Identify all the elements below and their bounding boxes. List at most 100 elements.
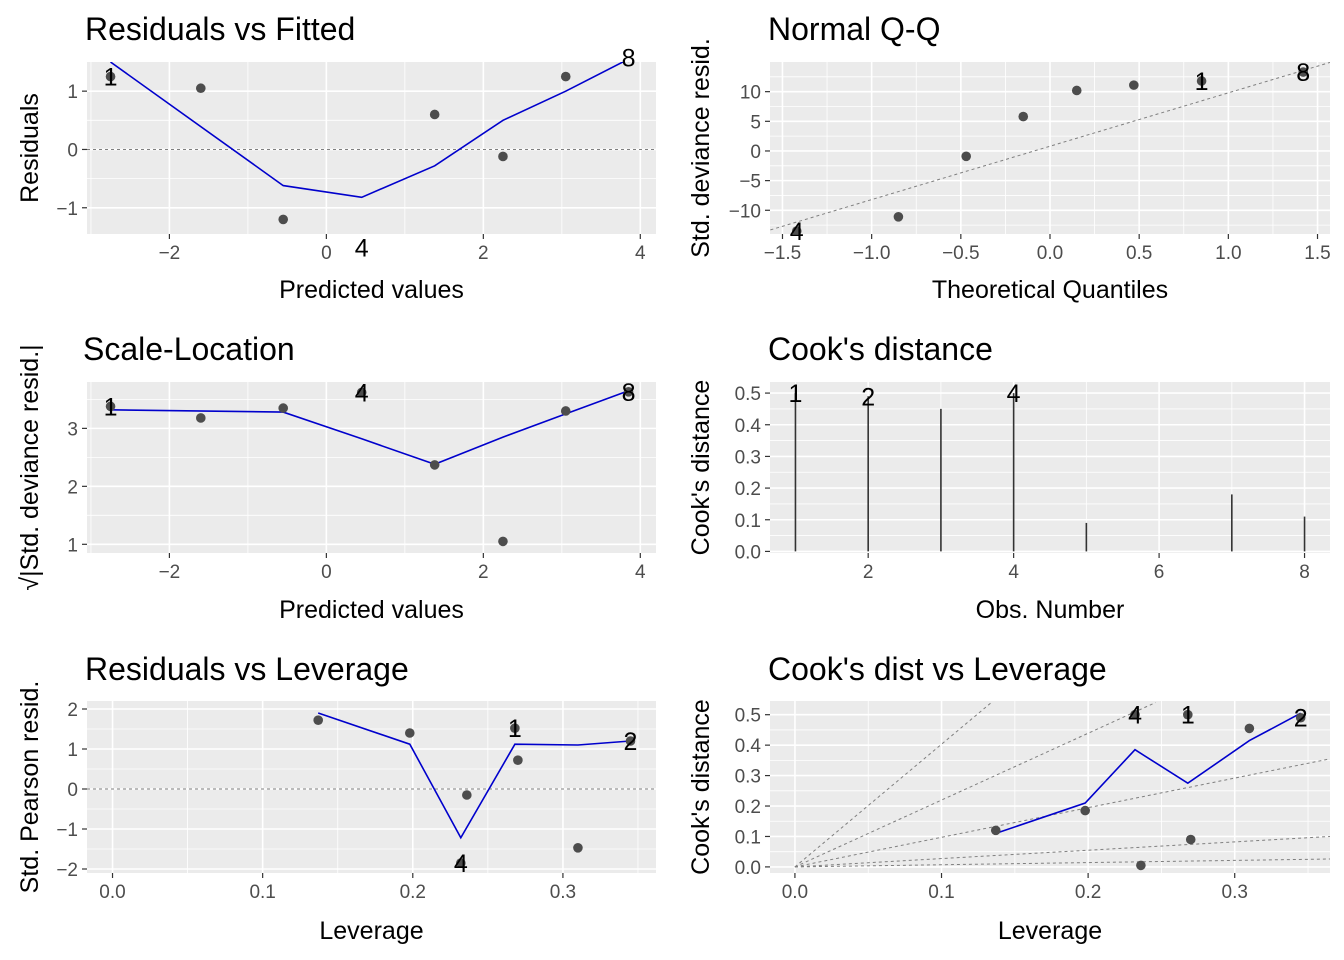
point-label: 1 xyxy=(789,380,803,408)
data-point xyxy=(961,151,971,162)
y-tick-label: 0.0 xyxy=(735,542,761,563)
y-tick-label: −1 xyxy=(56,199,78,220)
chart-title: Cook's dist vs Leverage xyxy=(768,651,1107,687)
data-point xyxy=(513,755,523,765)
panel-p3: 1 4 8 −2 0 2 4 1 2 3 Scale-Location Predicted value… xyxy=(16,331,656,624)
x-tick-label: 0.3 xyxy=(1222,882,1248,903)
y-axis-title: √|Std. deviance resid.| xyxy=(16,344,44,590)
plot-area xyxy=(105,387,634,547)
point-label: 4 xyxy=(1128,702,1142,730)
data-point xyxy=(1185,834,1196,845)
data-point xyxy=(1295,712,1306,723)
data-point xyxy=(1018,111,1029,122)
y-tick-label: 0.4 xyxy=(735,416,762,437)
data-point xyxy=(429,460,440,470)
y-axis-title: Cook's distance xyxy=(687,699,715,875)
data-point xyxy=(356,387,367,398)
smooth-line xyxy=(317,712,631,840)
plot-area xyxy=(87,62,656,225)
y-tick-label: 0 xyxy=(67,780,78,801)
y-tick-label: 0.2 xyxy=(735,797,761,818)
x-tick-label: 0 xyxy=(321,562,332,583)
panel-background xyxy=(87,382,656,553)
data-point xyxy=(791,226,802,234)
leverage-guide-line xyxy=(794,702,992,868)
point-label: 4 xyxy=(355,234,369,262)
point-label: 1 xyxy=(1195,68,1209,96)
x-tick-label: 1.5 xyxy=(1304,243,1330,264)
y-tick-label: −2 xyxy=(56,860,78,881)
x-axis-title: Obs. Number xyxy=(976,596,1125,624)
x-tick-label: 0.0 xyxy=(782,882,808,903)
panel-p2: 4 1 8 −1.5 −1.0 −0.5 0.0 0.5 1.0 1.5 −10 −5 0 5 10 Norm… xyxy=(687,11,1331,304)
y-tick-label: 1 xyxy=(67,535,78,556)
leverage-guide-line xyxy=(794,835,1330,868)
x-tick-label: 4 xyxy=(635,243,646,264)
data-point xyxy=(498,536,508,547)
x-tick-label: 0.3 xyxy=(550,882,576,903)
data-point xyxy=(1080,805,1090,816)
x-axis-title: Theoretical Quantiles xyxy=(932,276,1168,304)
x-tick-label: −2 xyxy=(159,243,181,264)
data-point xyxy=(1071,85,1082,96)
point-label: 8 xyxy=(1296,59,1310,87)
y-tick-label: 0.5 xyxy=(735,384,761,405)
smooth-line xyxy=(995,712,1302,835)
point-label: 8 xyxy=(622,379,636,407)
y-tick-label: 1 xyxy=(67,740,78,761)
x-tick-label: 0.5 xyxy=(1126,243,1152,264)
point-label: 4 xyxy=(355,379,369,407)
data-point xyxy=(196,83,206,94)
x-axis-title: Leverage xyxy=(319,917,423,945)
data-point xyxy=(278,214,289,225)
y-tick-label: 3 xyxy=(67,419,78,440)
x-tick-label: −0.5 xyxy=(942,243,980,264)
panel-background xyxy=(770,382,1330,553)
leverage-guide-line xyxy=(794,858,1330,868)
smooth-line xyxy=(110,62,625,199)
chart-title: Cook's distance xyxy=(768,331,993,367)
x-tick-label: 2 xyxy=(863,562,874,583)
y-tick-label: 0 xyxy=(67,140,78,161)
data-point xyxy=(1130,709,1140,720)
plot-area xyxy=(87,712,656,868)
x-tick-label: 6 xyxy=(1154,562,1165,583)
x-axis-title: Predicted values xyxy=(279,596,464,624)
x-tick-label: 1.0 xyxy=(1215,243,1241,264)
x-tick-label: 4 xyxy=(1008,562,1019,583)
point-label: 2 xyxy=(861,383,875,411)
point-label: 4 xyxy=(454,850,468,878)
x-tick-label: 0.1 xyxy=(249,882,275,903)
x-tick-label: 4 xyxy=(635,562,646,583)
data-point xyxy=(623,387,634,397)
point-label: 1 xyxy=(508,715,522,743)
panel-background xyxy=(87,701,656,873)
leverage-guide-line xyxy=(794,702,1156,868)
x-tick-label: 0.2 xyxy=(400,882,426,903)
y-tick-label: 0.0 xyxy=(735,858,761,879)
data-point xyxy=(1244,723,1255,734)
chart-title: Normal Q-Q xyxy=(768,11,940,47)
panel-p1: 1 4 8 −2 0 2 4 −1 0 1 Residuals vs Fitted Predicted… xyxy=(16,11,656,304)
point-label: 4 xyxy=(790,218,804,246)
y-tick-label: 5 xyxy=(750,112,761,133)
data-point xyxy=(313,715,324,725)
data-point xyxy=(498,151,508,162)
y-axis-title: Std. Pearson resid. xyxy=(16,681,44,894)
data-point xyxy=(1196,76,1207,86)
data-point xyxy=(1183,709,1193,720)
x-tick-label: 0 xyxy=(321,243,332,264)
data-point xyxy=(560,71,571,82)
y-tick-label: 2 xyxy=(67,700,78,721)
y-tick-label: −10 xyxy=(729,201,761,222)
x-tick-label: −1.5 xyxy=(764,243,802,264)
x-tick-label: −1.0 xyxy=(853,243,891,264)
point-label: 1 xyxy=(104,393,118,421)
plot-area xyxy=(794,702,1330,871)
data-point xyxy=(573,843,583,853)
y-axis-title: Cook's distance xyxy=(687,380,715,556)
x-axis-title: Leverage xyxy=(998,917,1102,945)
data-point xyxy=(1129,80,1139,90)
point-label: 2 xyxy=(1294,705,1308,733)
